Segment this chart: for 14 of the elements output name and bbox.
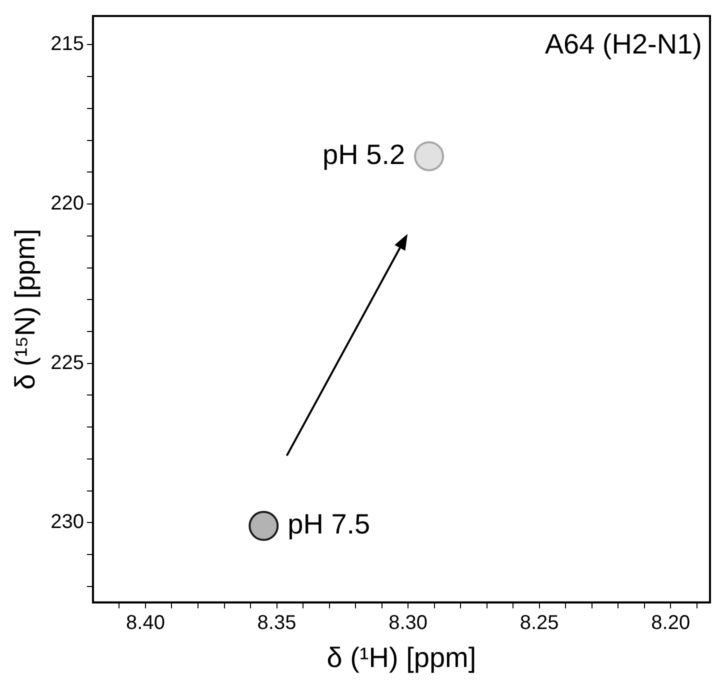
y-axis-title: δ (¹⁵N) [ppm] xyxy=(10,228,41,390)
series-label: pH 7.5 xyxy=(288,508,370,540)
x-tick-label: 8.30 xyxy=(388,612,428,634)
y-tick-label: 225 xyxy=(50,352,84,374)
series-label: pH 5.2 xyxy=(322,138,406,170)
annotation: A64 (H2-N1) xyxy=(544,28,702,60)
y-tick-label: 220 xyxy=(50,192,84,215)
x-tick-label: 8.40 xyxy=(126,612,165,634)
x-tick-label: 8.20 xyxy=(651,612,690,634)
y-tick-label: 230 xyxy=(50,511,84,534)
y-tick-label: 215 xyxy=(50,33,84,56)
x-tick-label: 8.25 xyxy=(520,612,559,634)
x-tick-label: 8.35 xyxy=(257,612,296,634)
x-axis-title: δ (¹H) [ppm] xyxy=(326,642,476,673)
